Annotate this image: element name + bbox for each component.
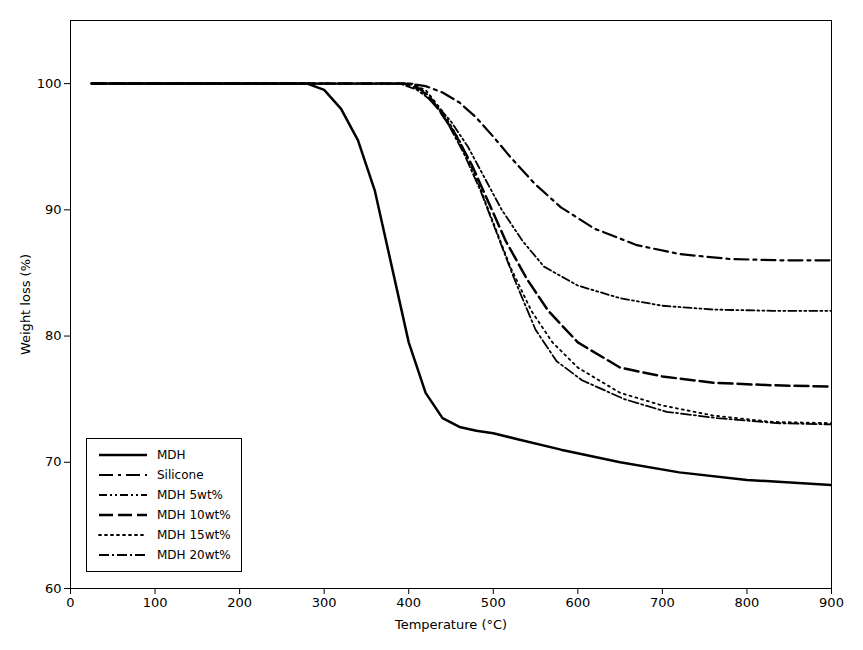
svg-text:200: 200 xyxy=(227,595,252,610)
svg-text:60: 60 xyxy=(45,581,62,596)
svg-text:800: 800 xyxy=(735,595,760,610)
svg-text:600: 600 xyxy=(565,595,590,610)
svg-text:80: 80 xyxy=(45,328,62,343)
svg-text:700: 700 xyxy=(650,595,675,610)
svg-text:900: 900 xyxy=(819,595,844,610)
html-text:MDH 20wt%: MDH 20wt% xyxy=(157,548,231,562)
svg-text:90: 90 xyxy=(45,202,62,217)
svg-text:Temperature (°C): Temperature (°C) xyxy=(394,617,507,632)
svg-text:100: 100 xyxy=(143,595,168,610)
svg-text:400: 400 xyxy=(396,595,421,610)
svg-text:100: 100 xyxy=(37,76,62,91)
html-text:Silicone: Silicone xyxy=(157,468,204,482)
svg-text:300: 300 xyxy=(312,595,337,610)
svg-text:Weight loss (%): Weight loss (%) xyxy=(18,254,33,355)
html-text:MDH 10wt%: MDH 10wt% xyxy=(157,508,231,522)
html-text:MDH 5wt%: MDH 5wt% xyxy=(157,488,223,502)
svg-text:500: 500 xyxy=(481,595,506,610)
html-text:MDH: MDH xyxy=(157,448,186,462)
html-text:MDH 15wt%: MDH 15wt% xyxy=(157,528,231,542)
svg-text:70: 70 xyxy=(45,454,62,469)
svg-text:0: 0 xyxy=(66,595,74,610)
